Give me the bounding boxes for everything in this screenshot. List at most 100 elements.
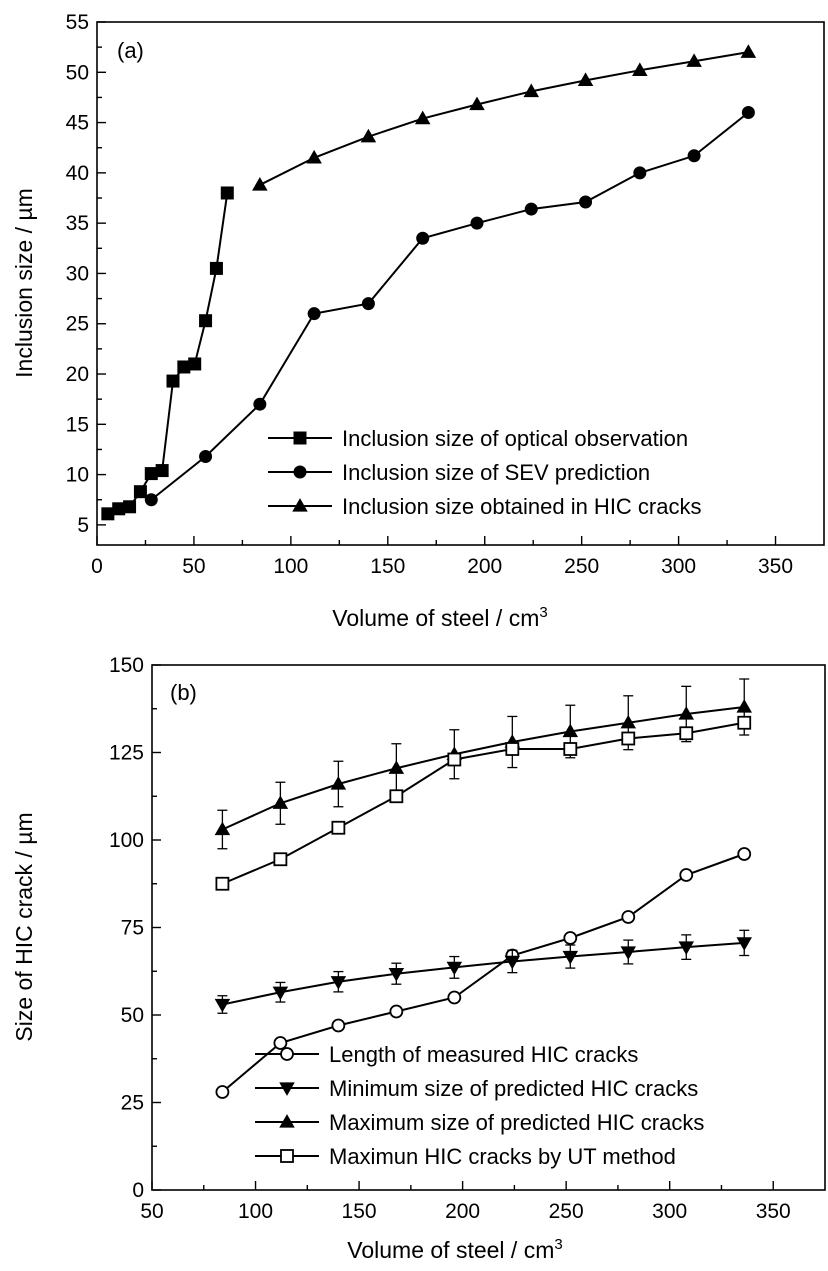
data-point bbox=[679, 726, 694, 741]
data-point bbox=[579, 195, 593, 209]
data-point bbox=[686, 53, 702, 67]
data-point bbox=[220, 186, 234, 200]
legend-a: Inclusion size of optical observation Inc… bbox=[268, 426, 702, 519]
legend-marker bbox=[280, 1149, 294, 1163]
x-axis-title-a: Volume of steel / cm3 bbox=[332, 604, 547, 631]
y-tick-label: 20 bbox=[66, 363, 89, 386]
legend-marker bbox=[279, 1082, 295, 1096]
axis-ticks-a: 0 50 100 150 200 250 300 350 5 10 15 20 25 30 35 40 45 50… bbox=[66, 11, 793, 578]
data-point bbox=[330, 976, 347, 990]
data-point bbox=[632, 62, 648, 76]
x-tick-label: 300 bbox=[652, 1200, 687, 1223]
data-point bbox=[272, 795, 289, 809]
data-point bbox=[133, 485, 147, 499]
y-axis-title-a: Inclusion size / µm bbox=[11, 188, 37, 378]
y-tick-label: 40 bbox=[66, 162, 89, 185]
data-point bbox=[144, 493, 158, 507]
data-point bbox=[469, 96, 485, 111]
data-point bbox=[737, 715, 752, 730]
plot-frame-a bbox=[96, 21, 825, 546]
data-point bbox=[215, 876, 230, 891]
legend-label: Inclusion size obtained in HIC cracks bbox=[342, 494, 702, 519]
data-point bbox=[414, 110, 431, 125]
x-tick-label: 200 bbox=[445, 1200, 480, 1223]
data-point bbox=[272, 986, 289, 1001]
data-point bbox=[252, 177, 268, 191]
y-tick-label: 50 bbox=[121, 1004, 144, 1027]
panel-label-b: (b) bbox=[170, 680, 197, 705]
data-point bbox=[562, 723, 579, 738]
x-tick-label: 100 bbox=[273, 555, 308, 578]
data-point bbox=[504, 955, 521, 970]
series-2 bbox=[214, 929, 753, 1014]
data-point bbox=[360, 128, 377, 143]
data-point bbox=[166, 374, 180, 388]
data-point bbox=[306, 149, 322, 164]
data-point bbox=[209, 261, 223, 275]
legend-label: Minimum size of predicted HIC cracks bbox=[329, 1076, 698, 1101]
data-point bbox=[273, 852, 288, 867]
legend-marker bbox=[279, 1114, 295, 1128]
x-tick-label: 150 bbox=[370, 555, 405, 578]
legend-item-3: Maximum size of predicted HIC cracks bbox=[255, 1110, 704, 1135]
data-point bbox=[215, 1085, 230, 1099]
data-point bbox=[361, 297, 375, 311]
legend-label: Inclusion size of SEV prediction bbox=[342, 460, 650, 485]
x-tick-label: 50 bbox=[140, 1200, 163, 1223]
x-tick-label: 250 bbox=[564, 555, 599, 578]
x-tick-label: 100 bbox=[238, 1200, 273, 1223]
data-point bbox=[563, 742, 578, 756]
axis-ticks-b: 50 100 150 200 250 300 350 0 25 50 75 100 125 150 bbox=[109, 654, 791, 1223]
data-point bbox=[388, 760, 405, 774]
data-point bbox=[214, 998, 231, 1013]
series-line bbox=[221, 706, 745, 831]
data-point bbox=[736, 937, 753, 951]
data-point bbox=[330, 776, 347, 790]
data-point bbox=[253, 397, 267, 411]
series-group-b bbox=[214, 678, 753, 1099]
y-tick-label: 150 bbox=[109, 654, 144, 677]
legend-label: Inclusion size of optical observation bbox=[342, 426, 688, 451]
data-point bbox=[214, 821, 231, 836]
legend-item-1: Inclusion size of optical observation bbox=[268, 426, 688, 451]
data-point bbox=[447, 752, 462, 767]
series-line bbox=[150, 111, 750, 501]
legend-label: Maximum size of predicted HIC cracks bbox=[329, 1110, 704, 1135]
data-point bbox=[331, 1018, 346, 1033]
data-point bbox=[447, 990, 462, 1005]
legend-item-2: Minimum size of predicted HIC cracks bbox=[255, 1076, 698, 1101]
chart-panel-a: (a) 0 50 100 150 200 250 300 350 5 10 15 20 25 30 35 40… bbox=[11, 11, 825, 631]
data-point bbox=[101, 507, 115, 521]
y-tick-label: 55 bbox=[66, 11, 89, 34]
data-point bbox=[388, 968, 405, 982]
x-tick-label: 50 bbox=[182, 555, 205, 578]
data-point bbox=[621, 731, 636, 746]
data-point bbox=[389, 789, 404, 804]
data-point bbox=[736, 699, 753, 713]
data-point bbox=[446, 961, 463, 976]
data-point bbox=[633, 166, 647, 180]
chart-panel-b: (b) 50 100 150 200 250 300 350 0 25 50 75 100 125 150… bbox=[11, 654, 826, 1263]
panel-label-a: (a) bbox=[117, 38, 144, 63]
x-tick-label: 350 bbox=[758, 555, 793, 578]
legend-item-4: Maximun HIC cracks by UT method bbox=[255, 1144, 676, 1169]
data-point bbox=[331, 820, 346, 835]
y-tick-label: 75 bbox=[121, 917, 144, 940]
data-point bbox=[505, 742, 520, 756]
y-tick-label: 25 bbox=[66, 313, 89, 336]
legend-item-2: Inclusion size of SEV prediction bbox=[268, 460, 650, 485]
data-point bbox=[741, 106, 755, 120]
data-point bbox=[621, 910, 636, 924]
series-1 bbox=[101, 186, 234, 521]
y-tick-label: 5 bbox=[77, 514, 89, 537]
y-tick-label: 10 bbox=[66, 464, 89, 487]
data-point bbox=[620, 946, 637, 960]
x-tick-label: 0 bbox=[91, 555, 103, 578]
series-3 bbox=[252, 44, 757, 191]
x-tick-label: 250 bbox=[549, 1200, 584, 1223]
y-tick-label: 100 bbox=[109, 829, 144, 852]
legend-item-3: Inclusion size obtained in HIC cracks bbox=[268, 494, 702, 519]
series-line bbox=[259, 51, 749, 186]
data-point bbox=[177, 360, 191, 374]
legend-label: Length of measured HIC cracks bbox=[329, 1042, 638, 1067]
